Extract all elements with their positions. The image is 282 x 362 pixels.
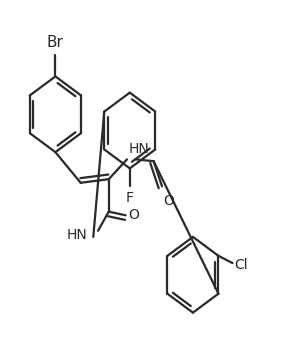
Text: O: O bbox=[164, 194, 174, 208]
Text: Cl: Cl bbox=[235, 258, 248, 272]
Text: F: F bbox=[126, 191, 134, 205]
Text: HN: HN bbox=[128, 143, 149, 156]
Text: HN: HN bbox=[67, 228, 88, 242]
Text: Br: Br bbox=[47, 35, 64, 50]
Text: O: O bbox=[128, 208, 139, 222]
